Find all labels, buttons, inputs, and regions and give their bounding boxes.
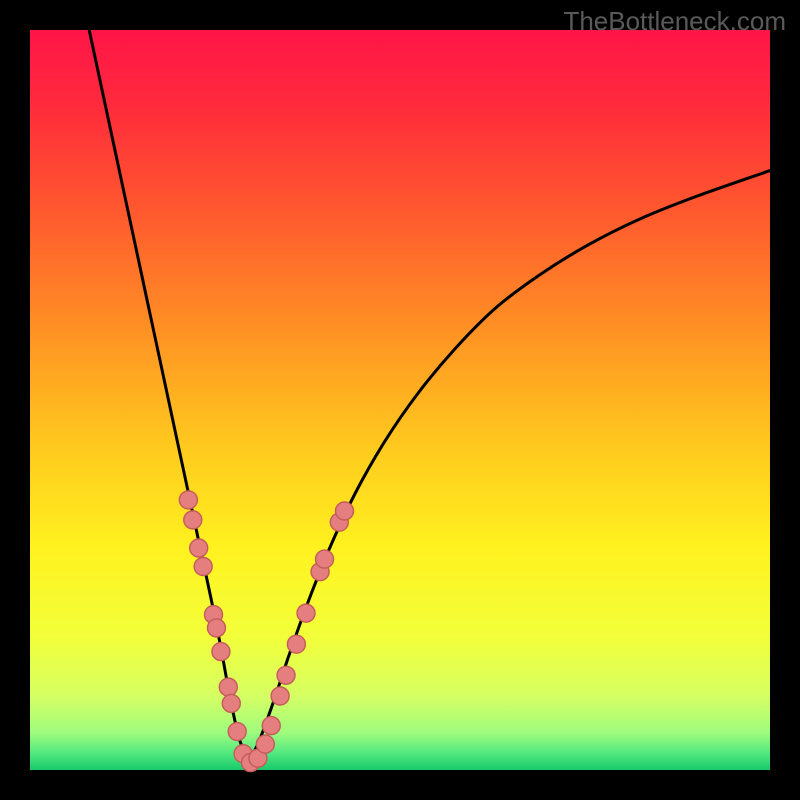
watermark-text: TheBottleneck.com bbox=[563, 6, 786, 37]
chart-frame bbox=[0, 0, 800, 800]
chart-stage: TheBottleneck.com bbox=[0, 0, 800, 800]
